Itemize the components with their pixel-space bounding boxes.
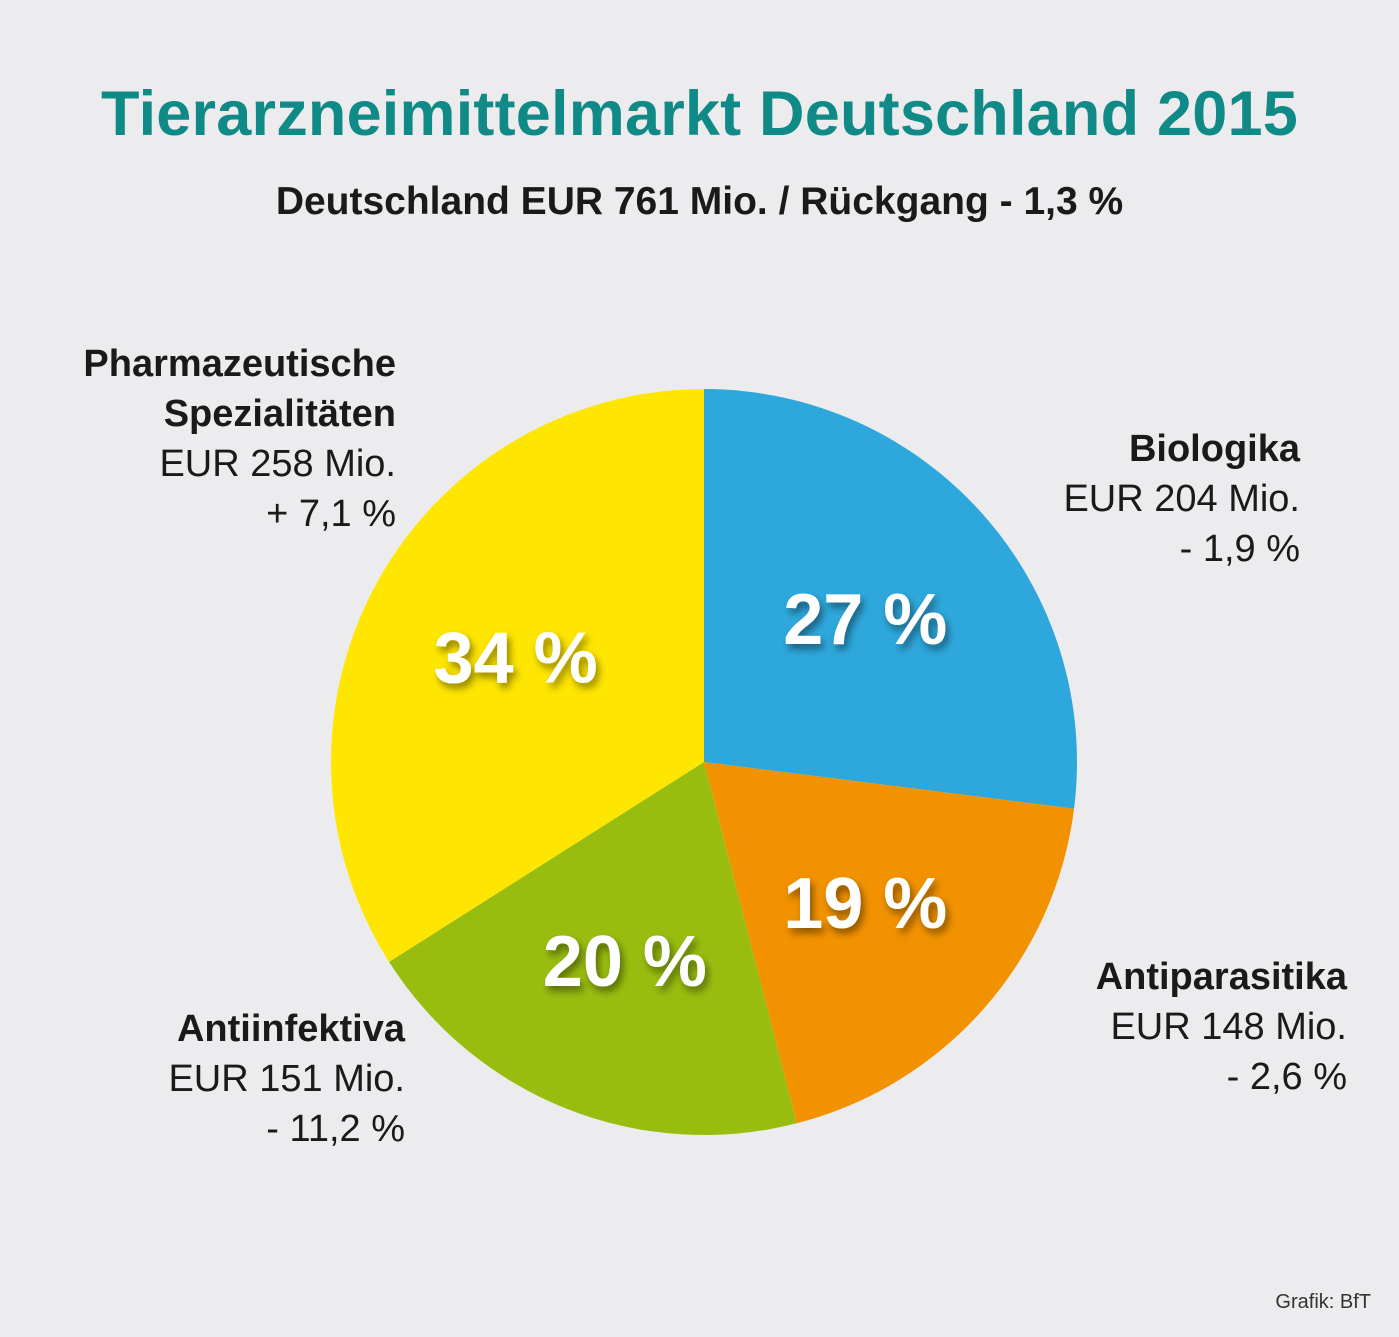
pie-slice-3 [331, 389, 704, 962]
pie-slice-1 [704, 762, 1075, 1124]
slice-name-line-2: Spezialitäten [163, 393, 396, 435]
slice-name: Antiinfektiva [176, 1008, 405, 1050]
source-credit: Grafik: BfT [1275, 1291, 1371, 1313]
slice-change: - 1,9 % [1179, 528, 1300, 570]
chart-subtitle: Deutschland EUR 761 Mio. / Rückgang - 1,… [275, 180, 1124, 223]
slice-amount: EUR 258 Mio. [159, 443, 396, 485]
slice-change: - 2,6 % [1226, 1056, 1347, 1098]
label-biologika: Biologika EUR 204 Mio. - 1,9 % [1063, 424, 1300, 574]
slice-amount: EUR 151 Mio. [168, 1058, 405, 1100]
pie-slice-2 [389, 762, 797, 1136]
slice-change: - 11,2 % [266, 1108, 405, 1150]
label-antiparasitika: Antiparasitika EUR 148 Mio. - 2,6 % [1096, 952, 1347, 1102]
label-pharmazeutische-spezialitaeten: Pharmazeutische Spezialitäten EUR 258 Mi… [83, 339, 396, 539]
pie-slice-percent-label-2: 20 % [543, 922, 707, 1002]
slice-amount: EUR 148 Mio. [1110, 1006, 1347, 1048]
pie-slice-percent-label-0: 27 % [783, 580, 947, 660]
slice-name-line-1: Pharmazeutische [83, 343, 396, 385]
slice-name: Biologika [1128, 428, 1300, 470]
slice-amount: EUR 204 Mio. [1063, 478, 1300, 520]
slice-name: Antiparasitika [1095, 956, 1347, 998]
pie-slice-0 [704, 389, 1078, 809]
label-antiinfektiva: Antiinfektiva EUR 151 Mio. - 11,2 % [168, 1004, 405, 1154]
slice-change: + 7,1 % [266, 493, 396, 535]
pie-slice-percent-label-1: 19 % [783, 864, 947, 944]
chart-title: Tierarzneimittelmarkt Deutschland 2015 [101, 79, 1298, 149]
pie-slice-percent-label-3: 34 % [434, 618, 598, 698]
